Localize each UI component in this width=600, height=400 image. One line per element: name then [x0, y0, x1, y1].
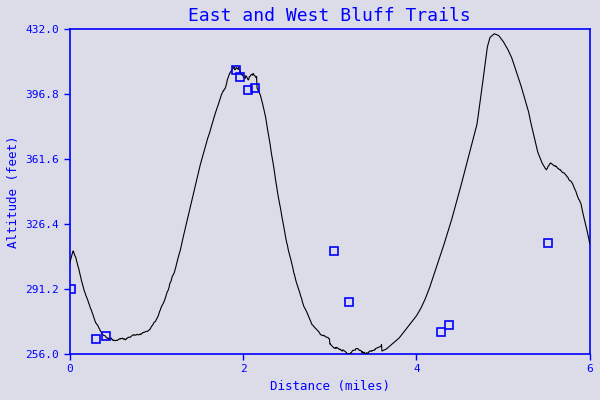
Y-axis label: Altitude (feet): Altitude (feet) — [7, 136, 20, 248]
X-axis label: Distance (miles): Distance (miles) — [269, 380, 389, 393]
Title: East and West Bluff Trails: East and West Bluff Trails — [188, 7, 471, 25]
